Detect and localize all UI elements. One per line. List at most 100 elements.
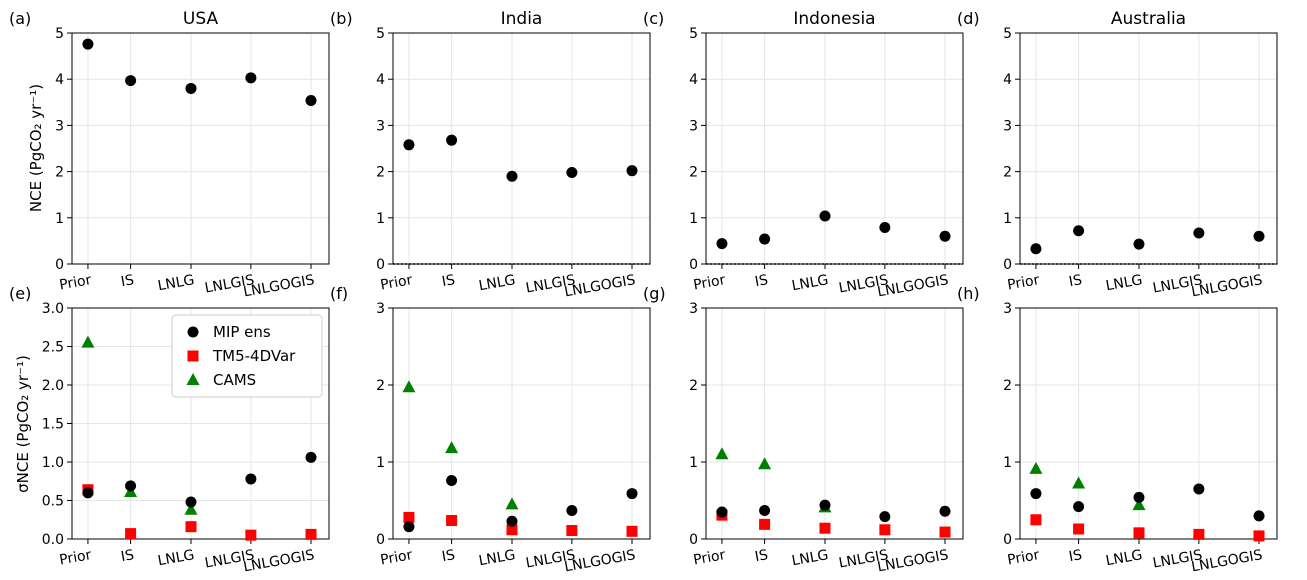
x-tick-label: Prior [692, 272, 727, 293]
data-point-mip-ens [403, 521, 415, 533]
y-tick-label: 1 [376, 455, 385, 471]
x-tick-label: Prior [58, 272, 93, 293]
data-point-cams [758, 457, 772, 470]
x-tick-label: IS [441, 547, 457, 565]
y-tick-label: 0 [376, 257, 385, 273]
data-point-mip-ens [305, 94, 317, 106]
y-tick-label: 0 [55, 257, 64, 273]
data-point-mip-ens [1073, 225, 1085, 237]
y-tick-label: 0 [1003, 257, 1012, 273]
plot-frame [1019, 32, 1278, 265]
y-tick-label: 1.5 [42, 417, 64, 433]
data-point-mip-ens [1030, 488, 1042, 500]
y-tick-label: 0 [689, 532, 698, 548]
data-point-mip-ens [939, 230, 951, 242]
x-tick-label: LNLG [478, 547, 517, 569]
data-point-cams [402, 380, 416, 393]
data-point-mip-ens [185, 82, 197, 94]
data-point-tm5-4dvar [125, 528, 137, 540]
x-tick-label: LNLG [791, 272, 830, 294]
panel-title: Australia [1111, 9, 1186, 29]
y-tick-label: 1.0 [42, 455, 64, 471]
data-point-mip-ens [1253, 230, 1265, 242]
y-tick-label: 0 [376, 532, 385, 548]
data-point-tm5-4dvar [819, 522, 831, 534]
plot-frame [705, 32, 964, 265]
y-tick-label: 3 [376, 301, 385, 317]
panel-label: (h) [957, 284, 980, 303]
data-point-mip-ens [1193, 483, 1205, 495]
y-tick-label: 1 [1003, 211, 1012, 227]
data-point-mip-ens [446, 134, 458, 146]
data-point-mip-ens [1073, 501, 1085, 513]
y-tick-label: 4 [1003, 72, 1012, 88]
x-tick-label: IS [1068, 272, 1084, 290]
x-tick-label: Prior [1006, 547, 1041, 568]
y-axis-title-top: NCE (PgCO₂ yr⁻¹) [27, 84, 45, 212]
data-point-mip-ens [506, 515, 518, 527]
panel-label: (c) [643, 9, 664, 28]
data-point-mip-ens [1193, 227, 1205, 239]
y-tick-label: 3.0 [42, 301, 64, 317]
y-tick-label: 2 [376, 165, 385, 181]
x-tick-label: IS [441, 272, 457, 290]
y-axis-title-bottom: σNCE (PgCO₂ yr⁻¹) [14, 355, 32, 493]
panel-label: (e) [9, 284, 31, 303]
panel-title: India [501, 9, 543, 29]
y-tick-label: 2 [689, 378, 698, 394]
x-tick-label: Prior [379, 272, 414, 293]
data-point-cams [1132, 498, 1146, 511]
data-point-cams [184, 502, 198, 515]
x-tick-label: LNLG [1105, 272, 1144, 294]
data-point-mip-ens [566, 167, 578, 179]
plot-frame [392, 307, 651, 540]
y-tick-label: 5 [376, 26, 385, 42]
x-tick-label: Prior [58, 547, 93, 568]
data-point-mip-ens [1253, 510, 1265, 522]
data-point-mip-ens [245, 473, 257, 485]
legend-box [171, 314, 323, 398]
data-point-mip-ens [185, 496, 197, 508]
data-point-mip-ens [939, 505, 951, 517]
x-tick-label: LNLG [1105, 547, 1144, 569]
x-tick-label: IS [120, 272, 136, 290]
x-tick-label: IS [754, 272, 770, 290]
data-point-mip-ens [446, 474, 458, 486]
y-tick-label: 3 [1003, 118, 1012, 134]
data-point-cams [81, 335, 95, 348]
data-point-mip-ens [1030, 243, 1042, 255]
y-tick-label: 3 [689, 301, 698, 317]
data-point-tm5-4dvar [305, 528, 317, 540]
y-tick-label: 2 [376, 378, 385, 394]
y-tick-label: 1 [1003, 455, 1012, 471]
y-axis-label-top: NCE (PgCO₂ yr⁻¹) [27, 84, 45, 212]
legend-label: TM5-4DVar [212, 347, 296, 365]
data-point-mip-ens [305, 451, 317, 463]
data-point-tm5-4dvar [403, 511, 415, 523]
y-tick-label: 2 [689, 165, 698, 181]
panel-title: Indonesia [793, 9, 875, 29]
data-point-mip-ens [82, 38, 94, 50]
data-point-cams [445, 441, 459, 454]
legend-label: MIP ens [213, 323, 271, 341]
data-point-mip-ens [1133, 491, 1145, 503]
plot-frame [71, 32, 330, 265]
x-tick-label: LNLG [478, 272, 517, 294]
legend-marker [186, 373, 200, 385]
y-tick-label: 2 [1003, 378, 1012, 394]
data-point-mip-ens [506, 170, 518, 182]
panel-label: (d) [957, 9, 980, 28]
y-tick-label: 3 [689, 118, 698, 134]
data-point-cams [1029, 461, 1043, 474]
data-point-tm5-4dvar [1253, 530, 1265, 542]
y-tick-label: 1 [689, 211, 698, 227]
legend-marker [187, 326, 199, 338]
y-tick-label: 4 [376, 72, 385, 88]
y-tick-label: 2.0 [42, 378, 64, 394]
panel-label: (f) [330, 284, 348, 303]
panel-label: (a) [9, 9, 31, 28]
